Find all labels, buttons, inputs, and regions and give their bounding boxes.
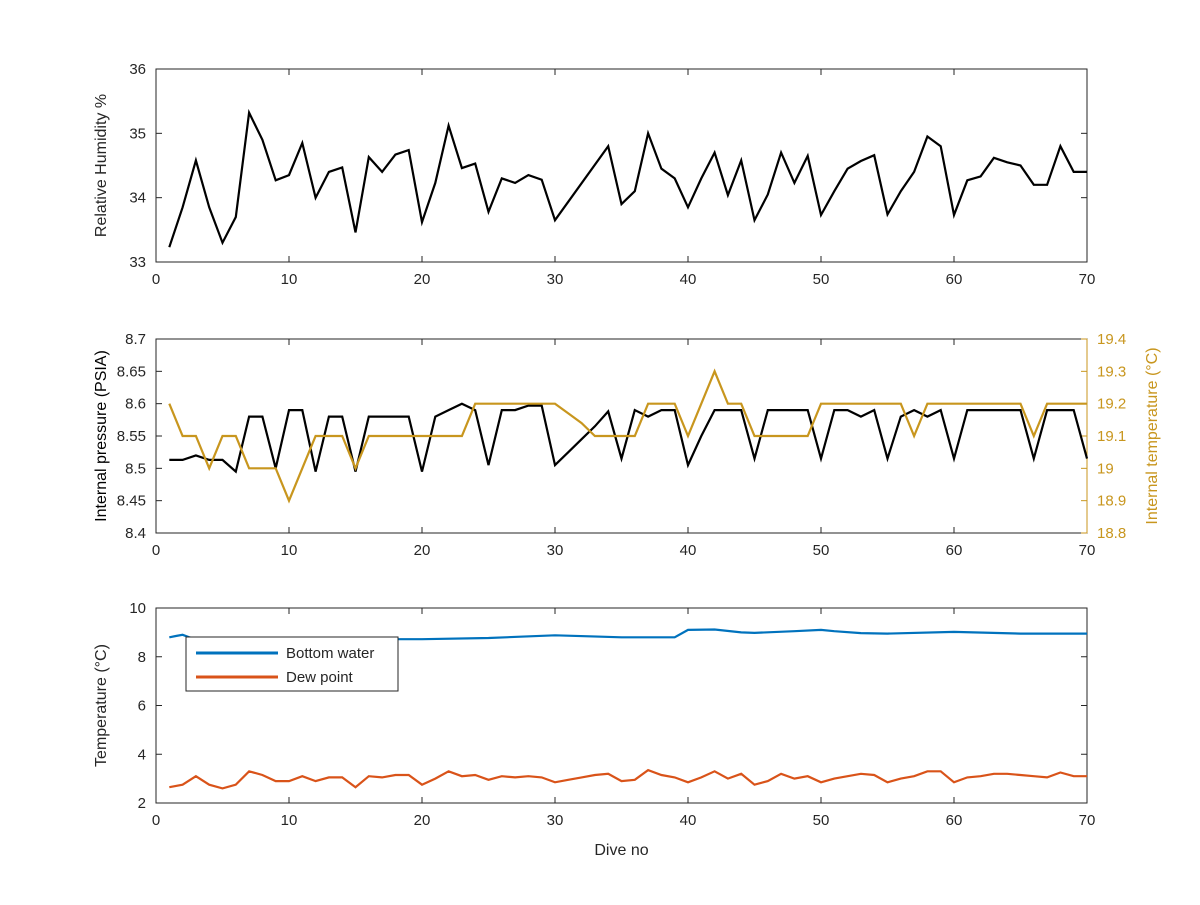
x-tick-label: 70 <box>1079 812 1096 829</box>
legend-label: Bottom water <box>286 645 374 662</box>
x-tick-label: 10 <box>281 271 298 288</box>
x-tick-label: 20 <box>414 271 431 288</box>
series-line-p1-1 <box>168 108 1087 248</box>
x-tick-label: 60 <box>946 542 963 559</box>
y-tick-label: 10 <box>129 600 146 617</box>
y-tick-label: 35 <box>129 125 146 142</box>
y2-tick-label: 19 <box>1097 460 1114 477</box>
x-tick-label: 50 <box>813 812 830 829</box>
x-tick-label: 20 <box>414 812 431 829</box>
x-tick-label: 0 <box>152 271 160 288</box>
y-tick-label: 36 <box>129 61 146 78</box>
y-tick-label: 4 <box>138 746 146 763</box>
x-tick-label: 40 <box>680 812 697 829</box>
y2-axis-label: Internal temperature (°C) <box>1144 347 1161 524</box>
y-tick-label: 34 <box>129 190 146 207</box>
y-tick-label: 8.6 <box>125 396 146 413</box>
y-axis-label: Relative Humidity % <box>93 94 110 237</box>
y-tick-label: 8.65 <box>117 363 146 380</box>
y-tick-label: 2 <box>138 795 146 812</box>
axes-box-1 <box>155 68 1088 263</box>
series-line-dew-point <box>169 768 1087 790</box>
x-tick-label: 0 <box>152 812 160 829</box>
y2-tick-label: 19.1 <box>1097 428 1126 445</box>
x-tick-label: 10 <box>281 542 298 559</box>
x-tick-label: 30 <box>547 542 564 559</box>
y2-tick-label: 18.9 <box>1097 493 1126 510</box>
x-tick-label: 50 <box>813 542 830 559</box>
legend-box <box>185 636 399 692</box>
y-tick-label: 33 <box>129 254 146 271</box>
y2-tick-label: 19.4 <box>1097 331 1126 348</box>
y-tick-label: 8.45 <box>117 493 146 510</box>
y-tick-label: 8.4 <box>125 525 146 542</box>
x-tick-label: 50 <box>813 271 830 288</box>
x-tick-label: 40 <box>680 271 697 288</box>
y-axis-label: Internal pressure (PSIA) <box>93 350 110 522</box>
series-line-p2-1 <box>169 402 1089 474</box>
x-tick-label: 60 <box>946 812 963 829</box>
x-tick-label: 70 <box>1079 542 1096 559</box>
x-tick-label: 0 <box>152 542 160 559</box>
y-axis-label: Temperature (°C) <box>93 644 110 767</box>
y-tick-label: 6 <box>138 698 146 715</box>
x-tick-label: 30 <box>547 812 564 829</box>
legend-label: Dew point <box>286 669 354 686</box>
x-tick-label: 30 <box>547 271 564 288</box>
series-line-p2-2 <box>168 368 1087 504</box>
y2-tick-label: 19.2 <box>1097 396 1126 413</box>
x-tick-label: 40 <box>680 542 697 559</box>
x-tick-label: 20 <box>414 542 431 559</box>
x-tick-label: 60 <box>946 271 963 288</box>
x-axis-label: Dive no <box>594 842 648 859</box>
y-tick-label: 8.5 <box>125 460 146 477</box>
x-tick-label: 70 <box>1079 271 1096 288</box>
y-tick-label: 8 <box>138 649 146 666</box>
y-tick-label: 8.7 <box>125 331 146 348</box>
y2-tick-label: 18.8 <box>1097 525 1126 542</box>
x-tick-label: 10 <box>281 812 298 829</box>
y2-tick-label: 19.3 <box>1097 363 1126 380</box>
y-tick-label: 8.55 <box>117 428 146 445</box>
